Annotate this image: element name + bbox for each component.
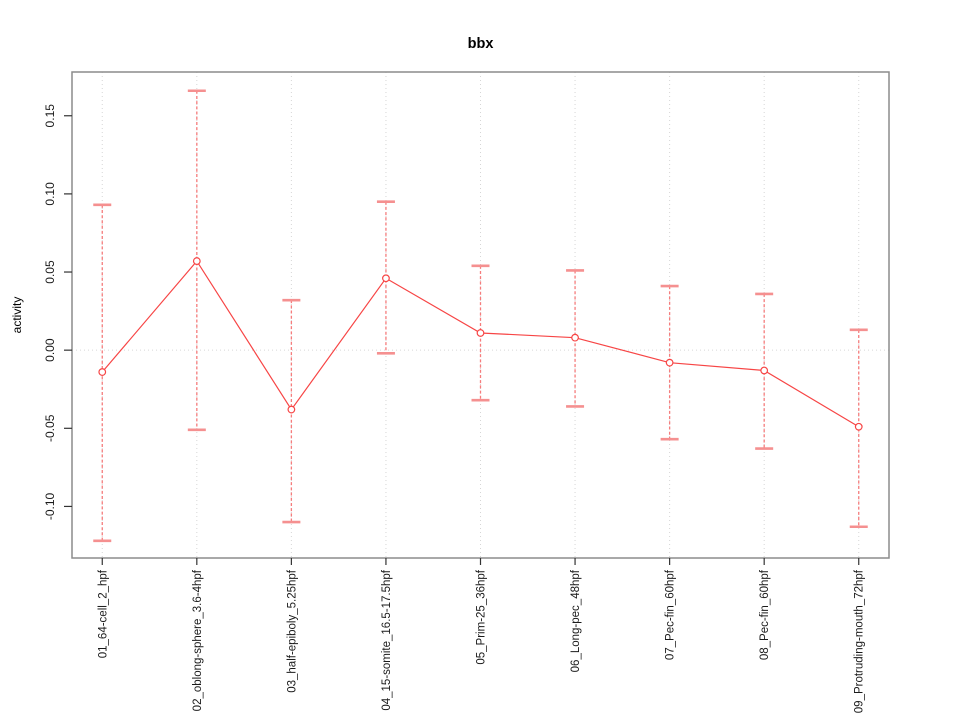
data-point	[192, 257, 201, 265]
data-point	[760, 366, 769, 375]
x-tick-label: 06_Long-pec_48hpf	[570, 569, 582, 672]
x-tick-label: 08_Pec-fin_60hpf	[759, 569, 771, 660]
data-point	[382, 274, 390, 283]
x-tick-label: 05_Prim-25_36hpf	[476, 569, 488, 664]
data-point	[476, 329, 485, 337]
x-tick-label: 02_oblong-sphere_3.6-4hpf	[192, 569, 204, 711]
y-tick-label: -0.10	[43, 492, 57, 520]
y-tick-label: 0.15	[43, 104, 57, 128]
data-point	[98, 368, 107, 376]
y-tick-label: 0.05	[43, 260, 57, 284]
x-tick-label: 01_64-cell_2_hpf	[97, 569, 109, 658]
data-point	[571, 333, 579, 342]
y-tick-label: 0.00	[43, 338, 57, 362]
x-tick-label: 07_Pec-fin_60hpf	[665, 569, 677, 660]
chart-title: bbx	[467, 36, 494, 52]
x-tick-label: 04_15-somite_16.5-17.5hpf	[381, 569, 393, 710]
data-point	[854, 422, 863, 431]
x-tick-label: 09_Protruding-mouth_72hpf	[854, 569, 866, 713]
x-tick-label: 03_half-epiboly_5.25hpf	[286, 569, 298, 693]
y-tick-label: 0.10	[43, 182, 57, 206]
y-tick-label: -0.05	[43, 414, 57, 442]
data-point	[665, 358, 674, 367]
data-point	[287, 405, 296, 414]
